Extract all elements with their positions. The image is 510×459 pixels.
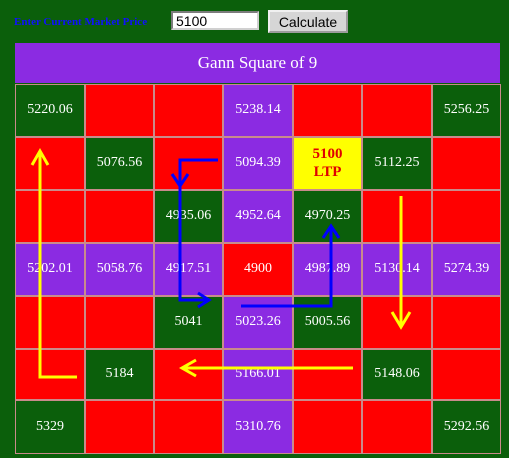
grid-cell-r5-c3: 5041 [154, 296, 223, 349]
grid-cell-r1-c1: 5220.06 [15, 84, 85, 137]
grid-cell-r4-c1: 5202.01 [15, 243, 85, 296]
grid-cell-r4-c5: 4987.89 [293, 243, 362, 296]
grid-cell-r5-c2 [85, 296, 154, 349]
grid-cell-r6-c6: 5148.06 [362, 349, 432, 400]
grid-cell-r6-c7 [432, 349, 501, 400]
grid-cell-r5-c6 [362, 296, 432, 349]
grid-cell-r3-c7 [432, 190, 501, 243]
grid-cell-r7-c6 [362, 400, 432, 454]
grid-cell-r2-c4: 5094.39 [223, 137, 293, 190]
grid-cell-r7-c2 [85, 400, 154, 454]
grid-cell-r3-c4: 4952.64 [223, 190, 293, 243]
grid-cell-r1-c2 [85, 84, 154, 137]
grid-cell-r4-c6: 5130.14 [362, 243, 432, 296]
grid-cell-r4-c3: 4917.51 [154, 243, 223, 296]
grid-title: Gann Square of 9 [15, 43, 500, 83]
grid-cell-r3-c2 [85, 190, 154, 243]
grid-cell-r2-c2: 5076.56 [85, 137, 154, 190]
grid-cell-r1-c4: 5238.14 [223, 84, 293, 137]
gann-square-grid: Gann Square of 9 5220.06 5238.14 5256.25 50… [12, 40, 504, 454]
grid-cell-r2-c5: 5100 LTP [293, 137, 362, 190]
grid-cell-r1-c7: 5256.25 [432, 84, 501, 137]
grid-cell-r1-c5 [293, 84, 362, 137]
grid-cell-r3-c3: 4935.06 [154, 190, 223, 243]
grid-cell-r5-c1 [15, 296, 85, 349]
grid-cell-r6-c5 [293, 349, 362, 400]
grid-cell-r2-c3 [154, 137, 223, 190]
grid-cell-r6-c3 [154, 349, 223, 400]
grid-cell-r4-c2: 5058.76 [85, 243, 154, 296]
grid-cell-r3-c1 [15, 190, 85, 243]
grid-cell-r6-c2: 5184 [85, 349, 154, 400]
price-toolbar: Enter Current Market Price [14, 11, 147, 33]
grid-cell-r6-c1 [15, 349, 85, 400]
grid-cell-r4-c7: 5274.39 [432, 243, 501, 296]
grid-cell-r3-c5: 4970.25 [293, 190, 362, 243]
grid-cell-r2-c6: 5112.25 [362, 137, 432, 190]
grid-cell-r2-c7 [432, 137, 501, 190]
grid-cell-r6-c4: 5166.01 [223, 349, 293, 400]
grid-cell-r7-c7: 5292.56 [432, 400, 501, 454]
calculate-button[interactable]: Calculate [268, 10, 348, 33]
grid-cell-r1-c3 [154, 84, 223, 137]
market-price-label: Enter Current Market Price [14, 16, 148, 28]
grid-cell-r7-c1: 5329 [15, 400, 85, 454]
grid-cell-r5-c7 [432, 296, 501, 349]
grid-cell-r7-c5 [293, 400, 362, 454]
grid-cell-r3-c6 [362, 190, 432, 243]
grid-cell-r1-c6 [362, 84, 432, 137]
grid-cell-r7-c3 [154, 400, 223, 454]
grid-cell-r4-c4: 4900 [223, 243, 293, 296]
grid-cell-r5-c4: 5023.26 [223, 296, 293, 349]
market-price-input[interactable] [171, 11, 259, 30]
grid-cell-r2-c1 [15, 137, 85, 190]
grid-cell-r5-c5: 5005.56 [293, 296, 362, 349]
grid-cell-r7-c4: 5310.76 [223, 400, 293, 454]
